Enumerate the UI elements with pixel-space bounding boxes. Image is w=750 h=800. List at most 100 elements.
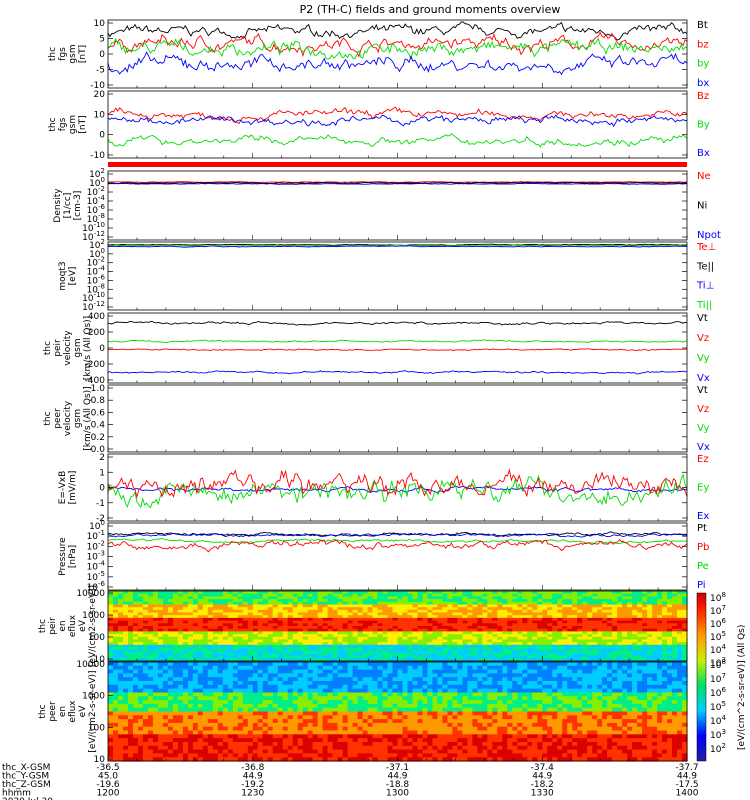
heatmap-cell (457, 609, 463, 614)
heatmap-cell (647, 607, 653, 611)
heatmap-cell (682, 652, 688, 657)
heatmap-cell (632, 631, 638, 635)
heatmap-cell (582, 692, 588, 697)
heatmap-cell (412, 615, 419, 619)
heatmap-cell (137, 655, 144, 659)
heatmap-cell (507, 612, 513, 616)
heatmap-cell (637, 652, 643, 657)
heatmap-cell (682, 677, 688, 682)
heatmap-cell (157, 673, 164, 678)
heatmap-cell (587, 669, 593, 674)
heatmap-cell (682, 607, 688, 611)
heatmap-cell (123, 636, 129, 641)
heatmap-cell (302, 636, 309, 641)
heatmap-cell (352, 617, 359, 622)
heatmap-cell (457, 599, 463, 603)
heatmap-cell (577, 636, 583, 641)
heatmap-cell (607, 628, 613, 632)
heatmap-cell (212, 696, 219, 701)
heatmap-cell (392, 673, 399, 678)
heatmap-cell (142, 696, 149, 701)
heatmap-cell (347, 644, 354, 649)
heatmap-cell (592, 596, 598, 600)
heatmap-cell (337, 612, 344, 616)
heatmap-cell (212, 673, 219, 678)
heatmap-cell (137, 607, 144, 611)
heatmap-cell (552, 662, 558, 667)
heatmap-cell (552, 628, 558, 632)
heatmap-cell (482, 673, 488, 678)
heatmap-cell (133, 609, 139, 614)
heatmap-cell (152, 647, 159, 651)
heatmap-cell (642, 655, 648, 659)
heatmap-cell (197, 639, 204, 643)
heatmap-cell (407, 639, 414, 643)
heatmap-cell (217, 607, 224, 611)
heatmap-cell (197, 665, 204, 671)
heatmap-cell (272, 607, 279, 611)
heatmap-cell (672, 647, 678, 651)
heatmap-cell (257, 707, 264, 713)
heatmap-cell (362, 639, 369, 643)
heatmap-cell (307, 688, 314, 694)
heatmap-cell (192, 644, 199, 649)
heatmap-cell (447, 658, 453, 662)
heatmap-cell (452, 655, 458, 659)
heatmap-cell (152, 642, 159, 646)
heatmap-cell (397, 669, 404, 674)
heatmap-cell (252, 662, 259, 667)
heatmap-cell (677, 647, 683, 651)
heatmap-cell (247, 623, 254, 627)
heatmap-cell (572, 601, 578, 606)
heatmap-cell (242, 707, 249, 713)
heatmap-cell (207, 650, 214, 654)
heatmap-cell (128, 652, 134, 657)
heatmap-cell (162, 688, 169, 694)
heatmap-cell (267, 652, 274, 657)
heatmap-cell (602, 620, 608, 624)
heatmap-cell (482, 665, 488, 671)
heatmap-cell (227, 642, 234, 646)
heatmap-cell (312, 655, 319, 659)
heatmap-cell (352, 620, 359, 624)
heatmap-cell (487, 626, 493, 630)
heatmap-cell (582, 658, 588, 662)
heatmap-cell (592, 642, 598, 646)
heatmap-cell (202, 669, 209, 674)
heatmap-cell (337, 644, 344, 649)
heatmap-cell (467, 707, 473, 713)
heatmap-cell (392, 636, 399, 641)
heatmap-cell (682, 634, 688, 638)
heatmap-cell (147, 647, 154, 651)
heatmap-cell (642, 673, 648, 678)
heatmap-cell (417, 631, 424, 635)
heatmap-cell (312, 617, 319, 622)
heatmap-cell (682, 688, 688, 694)
heatmap-cell (482, 604, 488, 608)
heatmap-cell (257, 681, 264, 686)
heatmap-cell (662, 700, 668, 705)
heatmap-cell (502, 658, 508, 662)
heatmap-cell (307, 634, 314, 638)
heatmap-cell (502, 604, 508, 608)
heatmap-cell (517, 681, 523, 686)
heatmap-cell (137, 596, 144, 600)
heatmap-cell (342, 607, 349, 611)
heatmap-cell (202, 700, 209, 705)
heatmap-cell (482, 636, 488, 641)
heatmap-cell (157, 623, 164, 627)
heatmap-cell (617, 591, 623, 595)
heatmap-cell (297, 609, 304, 614)
heatmap-cell (637, 700, 643, 705)
heatmap-cell (212, 599, 219, 603)
heatmap-cell (482, 623, 488, 627)
heatmap-cell (133, 692, 139, 697)
heatmap-cell (677, 620, 683, 624)
heatmap-cell (672, 639, 678, 643)
heatmap-cell (267, 631, 274, 635)
heatmap-cell (482, 593, 488, 597)
heatmap-cell (367, 604, 374, 608)
heatmap-cell (412, 655, 419, 659)
heatmap-cell (162, 644, 169, 649)
heatmap-cell (412, 607, 419, 611)
